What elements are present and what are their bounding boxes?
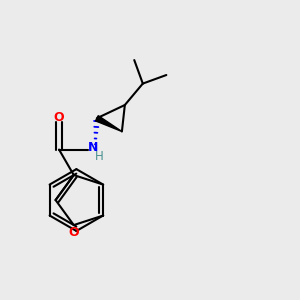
Text: O: O	[68, 226, 79, 239]
Text: O: O	[54, 111, 64, 124]
Text: H: H	[94, 149, 103, 163]
Polygon shape	[95, 116, 122, 131]
Text: N: N	[88, 141, 98, 154]
